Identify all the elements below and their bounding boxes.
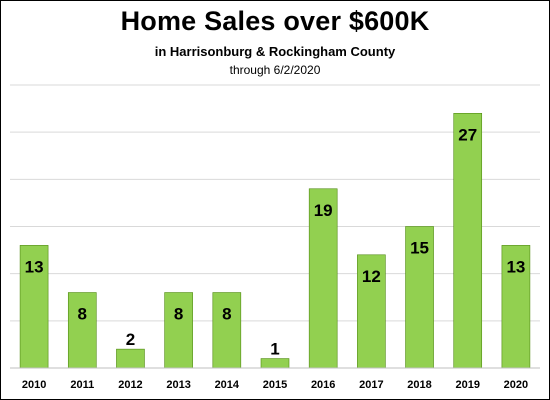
bar-labels: 13 8 2 8 8 1 19 12 15 27 13 [25,125,526,358]
x-tick-2012: 2012 [118,379,142,391]
chart-title: Home Sales over $600K [120,6,430,36]
x-tick-2011: 2011 [70,379,94,391]
bar-2016 [308,188,338,369]
x-tick-2010: 2010 [22,379,46,391]
bar-2017 [357,254,386,369]
bar-2020 [501,245,531,369]
bar-2014 [212,292,242,369]
x-tick-2013: 2013 [166,379,190,391]
data-label-2012: 2 [126,330,135,349]
data-label-2011: 8 [78,305,87,324]
bar-2013 [164,292,193,369]
bar-2010 [19,245,49,369]
chart-date-note: through 6/2/2020 [229,63,321,77]
bar-2012 [116,348,145,369]
data-label-2014: 8 [222,305,231,324]
x-tick-2014: 2014 [215,379,240,391]
chart-subtitle: in Harrisonburg & Rockingham County [154,44,396,59]
x-axis-ticks: 2010 2011 2012 2013 2014 2015 2016 2017 2018 2019… [22,379,528,391]
x-tick-2017: 2017 [359,379,383,391]
data-label-2010: 13 [25,257,44,276]
x-tick-2018: 2018 [407,379,431,391]
data-label-2019: 27 [458,125,477,144]
bar-2019 [453,113,483,369]
x-tick-2019: 2019 [455,379,479,391]
data-label-2015: 1 [270,340,279,359]
x-tick-2016: 2016 [311,379,335,391]
x-tick-2020: 2020 [504,379,528,391]
x-tick-2015: 2015 [263,379,287,391]
data-label-2020: 13 [506,257,525,276]
data-label-2018: 15 [410,239,429,258]
bar-2015 [260,358,290,369]
data-label-2016: 19 [314,201,333,220]
data-label-2013: 8 [174,305,183,324]
bars [19,113,531,369]
bar-2011 [67,292,97,369]
data-label-2017: 12 [362,267,381,286]
gridlines [10,84,540,322]
